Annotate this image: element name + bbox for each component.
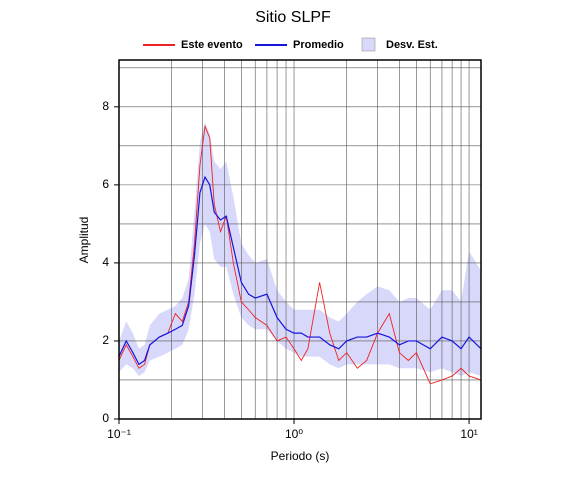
series-line xyxy=(118,175,482,366)
y-axis-label: Amplitud xyxy=(77,217,91,264)
legend-label: Desv. Est. xyxy=(386,39,438,51)
y-tick-label: 4 xyxy=(102,255,109,269)
x-tick-label: 10⁻¹ xyxy=(107,427,131,441)
y-tick-label: 2 xyxy=(102,333,109,347)
chart-title: Sitio SLPF xyxy=(255,9,331,26)
series-line xyxy=(118,124,482,385)
y-tick-label: 8 xyxy=(102,99,109,113)
x-tick-label: 10¹ xyxy=(460,427,477,441)
y-tick-label: 0 xyxy=(102,411,109,425)
x-tick-label: 10⁰ xyxy=(285,427,303,441)
std-band xyxy=(119,122,481,377)
legend-label: Promedio xyxy=(293,39,344,51)
plot-frame xyxy=(118,59,482,420)
x-axis-label: Periodo (s) xyxy=(271,449,330,463)
legend-label: Este evento xyxy=(181,39,243,51)
y-tick-label: 6 xyxy=(102,177,109,191)
legend-swatch xyxy=(361,37,376,52)
